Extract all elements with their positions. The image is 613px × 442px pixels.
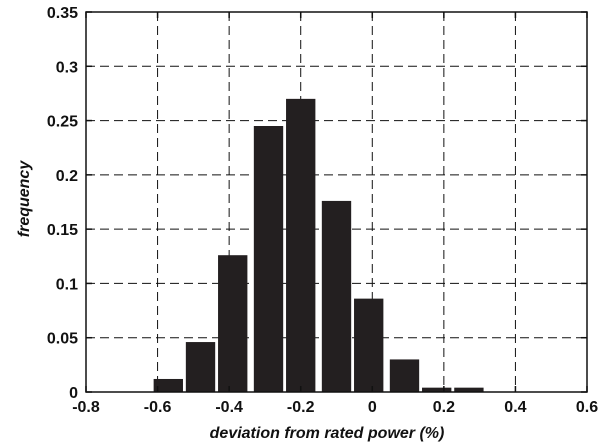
histogram-bars xyxy=(153,98,484,392)
x-tick-label: 0 xyxy=(368,399,377,416)
y-tick-label: 0.1 xyxy=(56,276,78,293)
histogram-bar xyxy=(153,378,183,392)
x-tick-label: -0.6 xyxy=(144,399,172,416)
x-tick-label: -0.8 xyxy=(72,399,100,416)
x-tick-label: 0.6 xyxy=(576,399,598,416)
y-tick-labels: 0 0.05 0.1 0.15 0.2 0.25 0.3 0.35 xyxy=(47,5,78,402)
x-tick-labels: -0.8 -0.6 -0.4 -0.2 0 0.2 0.4 0.6 xyxy=(72,399,598,416)
histogram-bar xyxy=(422,387,452,392)
axis-ticks xyxy=(85,11,588,393)
histogram-bar xyxy=(185,342,216,392)
histogram-bar xyxy=(389,359,420,392)
y-tick-label: 0.3 xyxy=(56,59,78,76)
x-tick-label: -0.4 xyxy=(215,399,243,416)
x-axis-label: deviation from rated power (%) xyxy=(210,425,445,442)
histogram-bar xyxy=(286,98,316,392)
histogram-bar xyxy=(218,255,248,392)
x-tick-label: -0.2 xyxy=(287,399,315,416)
y-tick-label: 0.35 xyxy=(47,5,78,22)
y-axis-label: frequency xyxy=(16,160,33,238)
x-tick-label: 0.4 xyxy=(504,399,526,416)
histogram-bar xyxy=(253,126,284,392)
y-tick-label: 0 xyxy=(69,385,78,402)
y-tick-label: 0.05 xyxy=(47,331,78,348)
x-tick-label: 0.2 xyxy=(433,399,455,416)
y-tick-label: 0.2 xyxy=(56,168,78,185)
y-tick-label: 0.15 xyxy=(47,222,78,239)
histogram-bar xyxy=(454,387,484,392)
plot-frame xyxy=(85,11,588,393)
histogram-bar xyxy=(354,298,384,392)
histogram-bar xyxy=(321,200,352,392)
y-tick-label: 0.25 xyxy=(47,114,78,131)
